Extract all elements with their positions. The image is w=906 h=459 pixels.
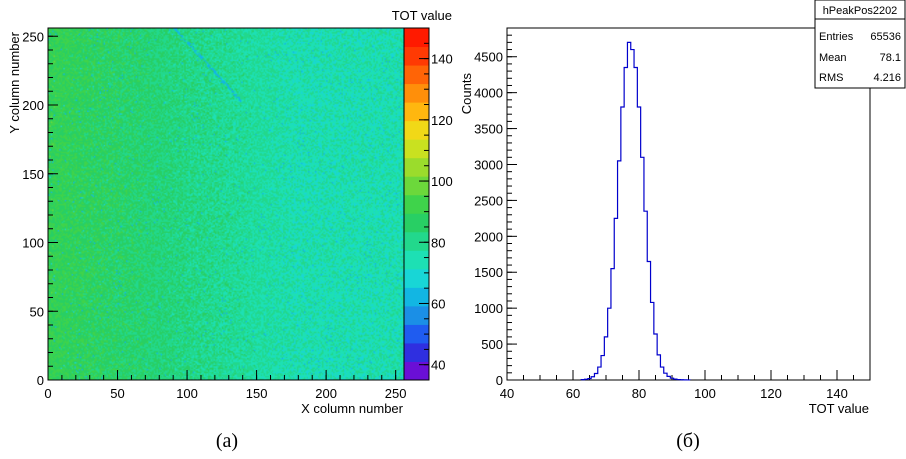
histogram-y-axis: 0 500 1000 1500 2000 2500 3000 3500 4000 4500 [474,34,517,388]
colorbar-tick-label: 100 [431,174,453,189]
colorbar-tick-label: 40 [431,358,445,373]
colorbar-segment [404,46,429,66]
colorbar-segment [404,28,429,48]
stats-rms-value: 4.216 [873,72,901,84]
histogram-x-tick-label: 80 [632,386,646,401]
colorbar-segment [404,324,429,344]
colorbar-segment [404,213,429,233]
colorbar-segment [404,139,429,159]
histogram-y-tick-label: 1500 [474,265,503,280]
histogram-x-tick-label: 120 [760,386,782,401]
colorbar-tick-label: 140 [431,52,453,67]
histogram-y-tick-label: 500 [481,337,503,352]
heatmap-y-tick-label: 100 [22,236,44,251]
histogram-y-tick-label: 4500 [474,50,503,65]
heatmap-x-axis: 0 50 100 150 200 250 [44,370,407,401]
heatmap-y-tick-label: 150 [22,167,44,182]
colorbar-tick-label: 60 [431,296,445,311]
colorbar-segment [404,305,429,325]
colorbar-tick-label: 120 [431,113,453,128]
histogram-y-tick-label: 3500 [474,122,503,137]
histogram-frame [506,27,871,381]
colorbar-axis: 40 60 80 100 120 140 [419,27,453,373]
heatmap-y-label: Y column number [7,31,22,133]
histogram-y-tick-label: 4000 [474,86,503,101]
histogram-y-tick-label: 2000 [474,229,503,244]
heatmap-x-tick-label: 50 [110,386,124,401]
heatmap-x-tick-label: 100 [176,386,198,401]
histogram-x-label: TOT value [809,401,869,416]
colorbar-segment [404,176,429,196]
colorbar-segment [404,194,429,214]
colorbar-title: TOT value [392,8,452,23]
histogram-x-tick-label: 140 [826,386,848,401]
heatmap-x-tick-label: 0 [44,386,51,401]
histogram-panel: 40 60 80 100 120 140 0 500 1000 1500 2000 2500 3000… [459,0,906,416]
stats-box: hPeakPos2202 Entries 65536 Mean 78.1 RMS… [814,0,906,89]
histogram-x-axis: 40 60 80 100 120 140 [500,370,871,401]
heatmap-image [48,28,404,380]
histogram-y-tick-label: 2500 [474,193,503,208]
colorbar-segment [404,231,429,251]
colorbar-frame [403,27,430,381]
caption-left: (a) [216,430,238,452]
heatmap-x-tick-label: 200 [315,386,337,401]
colorbar-segment [404,287,429,307]
histogram-series [580,41,691,381]
heatmap-y-tick-label: 250 [22,29,44,44]
histogram-y-tick-label: 0 [496,373,503,388]
histogram-y-tick-label: 1000 [474,301,503,316]
colorbar-segment [404,250,429,270]
heatmap-x-tick-label: 250 [385,386,407,401]
stats-box-title: hPeakPos2202 [823,5,898,17]
stats-mean-value: 78.1 [880,52,901,64]
histogram-x-tick-label: 100 [694,386,716,401]
heatmap-panel: 0 50 100 150 200 250 0 50 100 150 200 250 X column… [7,8,453,416]
stats-box-frame [814,0,906,89]
colorbar-segment [404,268,429,288]
colorbar-segment [404,102,429,122]
colorbar-segment [404,342,429,362]
colorbar-segment [404,65,429,85]
heatmap-y-axis: 0 50 100 150 200 250 [22,29,58,388]
colorbar-segment [404,157,429,177]
histogram-x-tick-label: 60 [566,386,580,401]
colorbar-segment [404,120,429,140]
histogram-y-tick-label: 3000 [474,157,503,172]
heatmap-y-tick-label: 50 [30,304,44,319]
heatmap-x-label: X column number [301,401,404,416]
heatmap-x-tick-label: 150 [246,386,268,401]
caption-right: (б) [676,430,700,452]
colorbar [404,28,429,381]
colorbar-segment [404,83,429,103]
colorbar-segment [404,361,429,381]
histogram-y-label: Counts [459,73,474,115]
colorbar-tick-label: 80 [431,235,445,250]
stats-entries-label: Entries [819,31,854,43]
heatmap-y-tick-label: 0 [37,373,44,388]
stats-mean-label: Mean [819,52,847,64]
stats-rms-label: RMS [819,72,843,84]
heatmap-y-tick-label: 200 [22,98,44,113]
histogram-x-tick-label: 40 [500,386,514,401]
stats-entries-value: 65536 [870,31,901,43]
